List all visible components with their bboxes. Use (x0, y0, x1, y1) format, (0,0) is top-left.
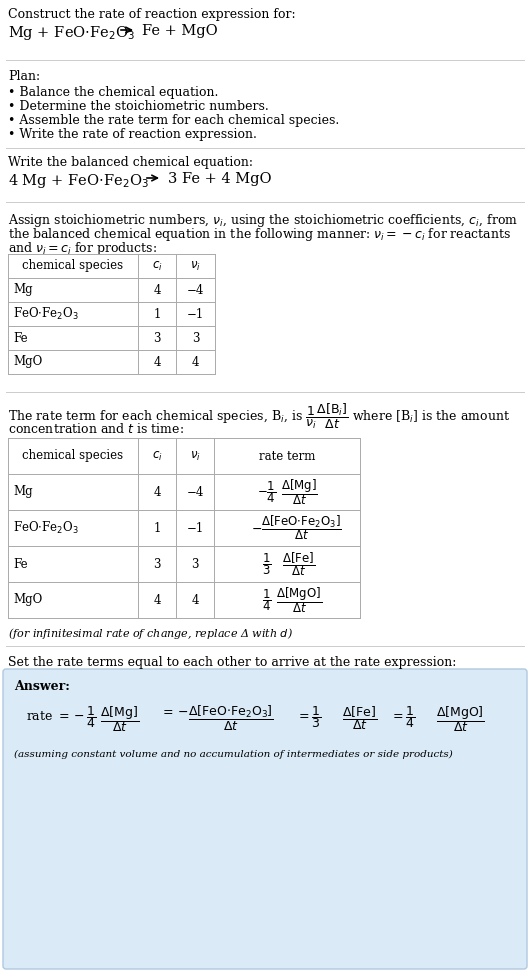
Text: 4: 4 (153, 356, 161, 368)
Text: Set the rate terms equal to each other to arrive at the rate expression:: Set the rate terms equal to each other t… (8, 656, 456, 669)
Text: Fe + MgO: Fe + MgO (142, 24, 218, 38)
Text: −4: −4 (187, 284, 204, 296)
Text: MgO: MgO (13, 594, 42, 607)
Text: 3: 3 (153, 558, 161, 571)
Text: 4: 4 (153, 594, 161, 607)
Text: 4 Mg + FeO$\cdot$Fe$_2$O$_3$: 4 Mg + FeO$\cdot$Fe$_2$O$_3$ (8, 172, 149, 190)
Text: • Determine the stoichiometric numbers.: • Determine the stoichiometric numbers. (8, 100, 269, 113)
Text: rate term: rate term (259, 449, 315, 463)
Text: $\dfrac{\Delta[\mathrm{MgO}]}{\Delta t}$: $\dfrac{\Delta[\mathrm{MgO}]}{\Delta t}$ (436, 704, 485, 734)
Text: $\dfrac{\Delta[\mathrm{Fe}]}{\Delta t}$: $\dfrac{\Delta[\mathrm{Fe}]}{\Delta t}$ (342, 704, 377, 732)
Text: Answer:: Answer: (14, 680, 70, 693)
Text: rate $= -\dfrac{1}{4}$: rate $= -\dfrac{1}{4}$ (26, 704, 96, 730)
Text: The rate term for each chemical species, B$_i$, is $\dfrac{1}{\nu_i}\dfrac{\Delt: The rate term for each chemical species,… (8, 402, 510, 432)
Text: Construct the rate of reaction expression for:: Construct the rate of reaction expressio… (8, 8, 296, 21)
Text: $\dfrac{\Delta[\mathrm{Mg}]}{\Delta t}$: $\dfrac{\Delta[\mathrm{Mg}]}{\Delta t}$ (100, 704, 139, 734)
Text: 4: 4 (192, 356, 199, 368)
Text: 1: 1 (153, 522, 161, 535)
Text: Mg: Mg (13, 284, 33, 296)
Text: chemical species: chemical species (22, 449, 123, 463)
Text: $\dfrac{\Delta[\mathrm{Mg}]}{\Delta t}$: $\dfrac{\Delta[\mathrm{Mg}]}{\Delta t}$ (280, 477, 317, 506)
Text: −1: −1 (187, 522, 204, 535)
Text: • Assemble the rate term for each chemical species.: • Assemble the rate term for each chemic… (8, 114, 339, 127)
Text: (assuming constant volume and no accumulation of intermediates or side products): (assuming constant volume and no accumul… (14, 750, 453, 759)
Text: $-$: $-$ (251, 522, 262, 535)
Text: • Balance the chemical equation.: • Balance the chemical equation. (8, 86, 218, 99)
Text: −1: −1 (187, 307, 204, 321)
Text: $c_i$: $c_i$ (152, 260, 162, 272)
Text: Mg: Mg (13, 485, 33, 499)
Text: the balanced chemical equation in the following manner: $\nu_i = -c_i$ for react: the balanced chemical equation in the fo… (8, 226, 511, 243)
Text: 4: 4 (153, 485, 161, 499)
Text: $\dfrac{\Delta[\mathrm{MgO}]}{\Delta t}$: $\dfrac{\Delta[\mathrm{MgO}]}{\Delta t}$ (276, 585, 322, 615)
Text: $\dfrac{\Delta[\mathrm{FeO{\cdot}Fe_2O_3}]}{\Delta t}$: $\dfrac{\Delta[\mathrm{FeO{\cdot}Fe_2O_3… (188, 704, 274, 733)
FancyBboxPatch shape (3, 669, 527, 969)
Text: concentration and $t$ is time:: concentration and $t$ is time: (8, 422, 184, 436)
Text: 1: 1 (153, 307, 161, 321)
Text: MgO: MgO (13, 356, 42, 368)
Text: Fe: Fe (13, 331, 28, 344)
Text: Write the balanced chemical equation:: Write the balanced chemical equation: (8, 156, 253, 169)
Text: 3 Fe + 4 MgO: 3 Fe + 4 MgO (168, 172, 271, 186)
Text: 4: 4 (153, 284, 161, 296)
Text: $\dfrac{1}{4}$: $\dfrac{1}{4}$ (262, 587, 272, 612)
Text: $= \dfrac{1}{3}$: $= \dfrac{1}{3}$ (296, 704, 321, 730)
Text: $\nu_i$: $\nu_i$ (190, 260, 201, 272)
Text: 3: 3 (191, 558, 199, 571)
Text: Mg + FeO$\cdot$Fe$_2$O$_3$: Mg + FeO$\cdot$Fe$_2$O$_3$ (8, 24, 135, 42)
Text: Assign stoichiometric numbers, $\nu_i$, using the stoichiometric coefficients, $: Assign stoichiometric numbers, $\nu_i$, … (8, 212, 518, 229)
Text: 3: 3 (192, 331, 199, 344)
Text: Plan:: Plan: (8, 70, 40, 83)
Text: Fe: Fe (13, 558, 28, 571)
Text: $c_i$: $c_i$ (152, 449, 162, 463)
Text: $\nu_i$: $\nu_i$ (190, 449, 200, 463)
Text: 3: 3 (153, 331, 161, 344)
Text: and $\nu_i = c_i$ for products:: and $\nu_i = c_i$ for products: (8, 240, 157, 257)
Text: $= -$: $= -$ (160, 704, 189, 717)
Text: $= \dfrac{1}{4}$: $= \dfrac{1}{4}$ (390, 704, 416, 730)
Text: 4: 4 (191, 594, 199, 607)
Text: (for infinitesimal rate of change, replace Δ with $d$): (for infinitesimal rate of change, repla… (8, 626, 293, 641)
Text: • Write the rate of reaction expression.: • Write the rate of reaction expression. (8, 128, 257, 141)
Text: chemical species: chemical species (22, 260, 123, 272)
Text: $-\dfrac{1}{4}$: $-\dfrac{1}{4}$ (258, 479, 277, 504)
Text: $\dfrac{1}{3}$: $\dfrac{1}{3}$ (262, 551, 272, 576)
Text: $\dfrac{\Delta[\mathrm{FeO{\cdot}Fe_2O_3}]}{\Delta t}$: $\dfrac{\Delta[\mathrm{FeO{\cdot}Fe_2O_3… (261, 513, 341, 542)
Text: −4: −4 (187, 485, 204, 499)
Text: FeO$\cdot$Fe$_2$O$_3$: FeO$\cdot$Fe$_2$O$_3$ (13, 306, 78, 322)
Text: FeO$\cdot$Fe$_2$O$_3$: FeO$\cdot$Fe$_2$O$_3$ (13, 520, 78, 536)
Text: $\dfrac{\Delta[\mathrm{Fe}]}{\Delta t}$: $\dfrac{\Delta[\mathrm{Fe}]}{\Delta t}$ (282, 550, 315, 577)
